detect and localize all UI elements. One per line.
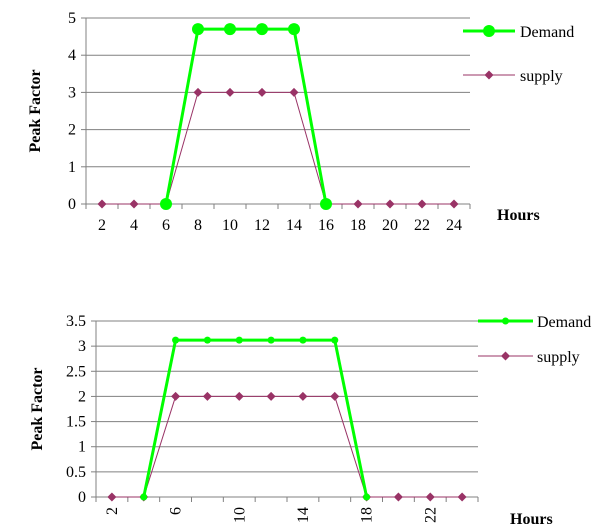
data-point-supply — [449, 199, 459, 209]
y-tick-label: 0 — [78, 489, 86, 506]
y-tick-label: 0 — [68, 196, 76, 213]
data-point-demand — [224, 23, 236, 36]
data-point-supply — [266, 391, 276, 401]
x-tick-label: 4 — [130, 217, 138, 234]
y-tick-label: 3.5 — [66, 313, 86, 330]
y-tick-label: 0.5 — [66, 464, 86, 481]
legend-marker-demand — [502, 317, 509, 325]
x-tick-label: 24 — [446, 217, 462, 234]
data-point-demand — [331, 336, 339, 344]
x-tick-label: 22 — [422, 507, 439, 523]
x-tick-label: 2 — [104, 507, 121, 515]
x-tick-label: 6 — [168, 507, 185, 515]
data-point-demand — [160, 198, 172, 210]
data-point-supply — [234, 391, 244, 401]
series-line-demand — [164, 27, 328, 205]
legend-marker-supply — [484, 70, 494, 80]
x-tick-label: 2 — [98, 217, 106, 234]
data-point-supply — [193, 87, 203, 97]
legend-marker-supply — [501, 351, 510, 361]
series-line-supply — [111, 395, 463, 498]
data-point-supply — [171, 391, 181, 401]
data-point-demand — [267, 336, 275, 344]
x-axis-label: Hours — [497, 207, 540, 224]
y-tick-label: 2 — [78, 388, 86, 405]
series-line-demand — [142, 338, 369, 498]
y-tick-label: 5 — [68, 10, 76, 27]
data-point-supply — [385, 199, 395, 209]
data-point-demand — [256, 23, 268, 36]
data-point-demand — [299, 336, 307, 344]
data-point-supply — [257, 87, 267, 97]
legend-label-supply: supply — [537, 349, 580, 366]
x-tick-label: 10 — [231, 507, 248, 523]
legend-label-supply: supply — [520, 68, 563, 85]
legend-label-demand: Demand — [537, 314, 591, 331]
data-point-supply — [225, 87, 235, 97]
x-tick-label: 18 — [350, 217, 366, 234]
y-tick-label: 4 — [68, 47, 76, 64]
data-point-supply — [457, 492, 467, 502]
y-tick-label: 1 — [68, 159, 76, 176]
data-point-supply — [97, 199, 107, 209]
x-tick-label: 14 — [286, 217, 302, 234]
data-point-demand — [320, 198, 332, 210]
x-tick-label: 8 — [194, 217, 202, 234]
data-point-supply — [202, 391, 212, 401]
legend-marker-demand — [483, 25, 495, 37]
data-point-supply — [417, 199, 427, 209]
y-tick-label: 2.5 — [66, 363, 86, 380]
y-axis-label: Peak Factor — [29, 367, 46, 450]
x-axis-label: Hours — [510, 511, 553, 528]
x-tick-label: 14 — [295, 507, 312, 523]
y-axis-label: Peak Factor — [27, 69, 44, 152]
data-point-supply — [298, 391, 308, 401]
x-tick-label: 12 — [254, 217, 270, 234]
x-tick-label: 20 — [382, 217, 398, 234]
data-point-supply — [353, 199, 363, 209]
y-tick-label: 1.5 — [66, 414, 86, 431]
series-line-supply — [102, 91, 454, 205]
y-tick-label: 3 — [68, 84, 76, 101]
x-tick-label: 6 — [162, 217, 170, 234]
chart-2: 0 0.5 1 1.5 2 2.5 3 3.5 2 6 10 14 18 22 Peak Factor Hou… — [29, 313, 591, 528]
y-tick-label: 1 — [78, 439, 86, 456]
data-point-demand — [140, 493, 148, 501]
data-point-supply — [393, 492, 403, 502]
data-point-supply — [107, 492, 117, 502]
data-point-supply — [129, 199, 139, 209]
legend-label-demand: Demand — [520, 24, 574, 41]
data-point-demand — [363, 493, 371, 501]
data-point-demand — [235, 336, 243, 344]
x-tick-label: 10 — [222, 217, 238, 234]
x-tick-label: 18 — [359, 507, 376, 523]
y-tick-label: 2 — [68, 122, 76, 139]
x-tick-label: 22 — [414, 217, 430, 234]
x-tick-label: 16 — [318, 217, 334, 234]
data-point-demand — [172, 336, 180, 344]
data-point-supply — [425, 492, 435, 502]
data-point-demand — [192, 23, 204, 36]
y-tick-label: 3 — [78, 338, 86, 355]
data-point-demand — [203, 336, 211, 344]
data-point-demand — [288, 23, 300, 36]
data-point-supply — [289, 87, 299, 97]
data-point-supply — [330, 391, 340, 401]
